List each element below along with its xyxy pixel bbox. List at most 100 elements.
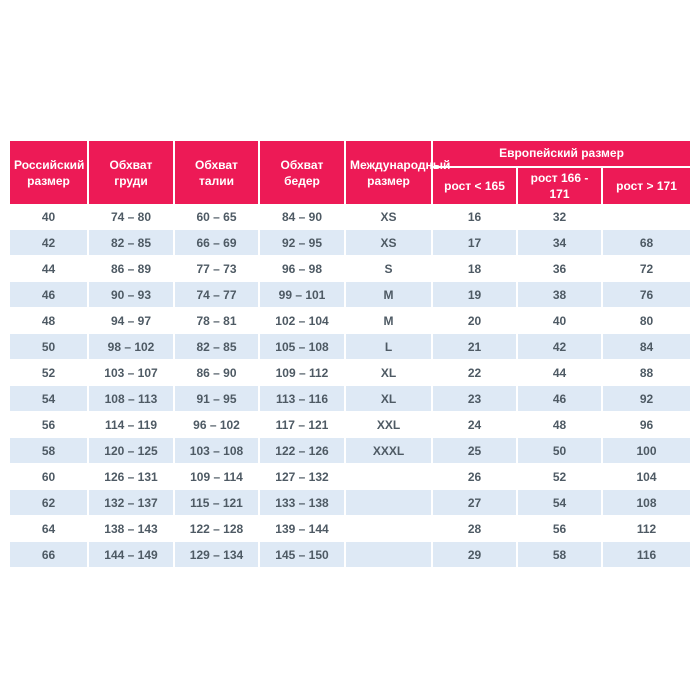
size-chart: Российский размер Обхват груди Обхват та… <box>10 141 691 569</box>
table-cell: 127 – 132 <box>260 464 346 491</box>
column-header-russian-size: Российский размер <box>10 141 89 205</box>
table-row: 58 120 – 125 103 – 108 122 – 126 XXXL 25 50 100 <box>10 438 691 465</box>
table-cell: 138 – 143 <box>89 516 175 543</box>
table-cell: 114 – 119 <box>89 412 175 439</box>
table-cell: 78 – 81 <box>175 308 260 335</box>
table-cell: XXL <box>346 412 433 439</box>
table-row: 48 94 – 97 78 – 81 102 – 104 M 20 40 80 <box>10 308 691 335</box>
table-row: 42 82 – 85 66 – 69 92 – 95 XS 17 34 68 <box>10 230 691 257</box>
table-cell: 88 <box>603 360 691 387</box>
table-cell: XS <box>346 204 433 231</box>
table-cell: 102 – 104 <box>260 308 346 335</box>
table-cell: 126 – 131 <box>89 464 175 491</box>
table-row: 50 98 – 102 82 – 85 105 – 108 L 21 42 84 <box>10 334 691 361</box>
table-cell: 91 – 95 <box>175 386 260 413</box>
table-row: 52 103 – 107 86 – 90 109 – 112 XL 22 44 88 <box>10 360 691 387</box>
table-cell: M <box>346 282 433 309</box>
column-header-hips: Обхват бедер <box>260 141 346 205</box>
table-cell: 42 <box>518 334 603 361</box>
table-cell: 24 <box>433 412 518 439</box>
table-cell: 36 <box>518 256 603 283</box>
table-cell: 25 <box>433 438 518 465</box>
table-cell: 16 <box>433 204 518 231</box>
table-cell <box>346 516 433 543</box>
table-cell: 21 <box>433 334 518 361</box>
table-cell: 122 – 128 <box>175 516 260 543</box>
table-cell <box>603 204 691 231</box>
table-cell: 112 <box>603 516 691 543</box>
table-cell: 96 – 98 <box>260 256 346 283</box>
table-cell: 139 – 144 <box>260 516 346 543</box>
table-cell: 133 – 138 <box>260 490 346 517</box>
table-cell: 52 <box>518 464 603 491</box>
column-header-chest: Обхват груди <box>89 141 175 205</box>
table-cell: 80 <box>603 308 691 335</box>
table-row: 56 114 – 119 96 – 102 117 – 121 XXL 24 48 96 <box>10 412 691 439</box>
table-cell: 109 – 114 <box>175 464 260 491</box>
table-cell: 94 – 97 <box>89 308 175 335</box>
table-cell: 103 – 108 <box>175 438 260 465</box>
table-cell: 96 – 102 <box>175 412 260 439</box>
column-header-waist: Обхват талии <box>175 141 260 205</box>
table-cell: 64 <box>10 516 89 543</box>
table-cell: 17 <box>433 230 518 257</box>
table-cell: 90 – 93 <box>89 282 175 309</box>
table-cell: 48 <box>518 412 603 439</box>
table-cell: 82 – 85 <box>175 334 260 361</box>
table-cell: 74 – 77 <box>175 282 260 309</box>
table-row: 60 126 – 131 109 – 114 127 – 132 26 52 104 <box>10 464 691 491</box>
table-cell: 60 <box>10 464 89 491</box>
table-cell: 44 <box>518 360 603 387</box>
table-cell: 113 – 116 <box>260 386 346 413</box>
table-cell: 100 <box>603 438 691 465</box>
table-cell: 68 <box>603 230 691 257</box>
table-cell: 46 <box>10 282 89 309</box>
table-cell: 29 <box>433 542 518 569</box>
column-header-height-lt-165: рост < 165 <box>433 168 518 205</box>
table-cell: 105 – 108 <box>260 334 346 361</box>
table-cell: 23 <box>433 386 518 413</box>
table-cell: 108 <box>603 490 691 517</box>
table-cell: 84 <box>603 334 691 361</box>
table-cell: 50 <box>10 334 89 361</box>
table-cell <box>346 490 433 517</box>
table-cell: 99 – 101 <box>260 282 346 309</box>
table-row: 64 138 – 143 122 – 128 139 – 144 28 56 112 <box>10 516 691 543</box>
table-cell: 86 – 89 <box>89 256 175 283</box>
table-cell: 22 <box>433 360 518 387</box>
table-cell: L <box>346 334 433 361</box>
table-cell: 116 <box>603 542 691 569</box>
table-row: 62 132 – 137 115 – 121 133 – 138 27 54 108 <box>10 490 691 517</box>
table-cell: 62 <box>10 490 89 517</box>
table-row: 40 74 – 80 60 – 65 84 – 90 XS 16 32 <box>10 204 691 231</box>
table-cell: 56 <box>518 516 603 543</box>
table-cell: 92 – 95 <box>260 230 346 257</box>
table-cell: 98 – 102 <box>89 334 175 361</box>
table-cell: 34 <box>518 230 603 257</box>
table-cell: 144 – 149 <box>89 542 175 569</box>
table-cell: XL <box>346 360 433 387</box>
table-cell: 66 – 69 <box>175 230 260 257</box>
table-cell: 92 <box>603 386 691 413</box>
table-cell: 104 <box>603 464 691 491</box>
table-cell: 76 <box>603 282 691 309</box>
table-cell: XXXL <box>346 438 433 465</box>
table-cell: 66 <box>10 542 89 569</box>
table-cell: 115 – 121 <box>175 490 260 517</box>
table-cell: XS <box>346 230 433 257</box>
table-cell: 40 <box>10 204 89 231</box>
table-row: 44 86 – 89 77 – 73 96 – 98 S 18 36 72 <box>10 256 691 283</box>
table-cell: 38 <box>518 282 603 309</box>
table-cell: 145 – 150 <box>260 542 346 569</box>
table-cell: 40 <box>518 308 603 335</box>
table-cell: S <box>346 256 433 283</box>
size-chart-table: Российский размер Обхват груди Обхват та… <box>10 141 691 569</box>
table-cell: XL <box>346 386 433 413</box>
table-cell: 48 <box>10 308 89 335</box>
table-cell: 109 – 112 <box>260 360 346 387</box>
table-cell: 54 <box>10 386 89 413</box>
column-header-height-gt-171: рост > 171 <box>603 168 691 205</box>
column-header-european-size-group: Европейский размер <box>433 141 691 168</box>
table-cell: 50 <box>518 438 603 465</box>
table-cell: 28 <box>433 516 518 543</box>
